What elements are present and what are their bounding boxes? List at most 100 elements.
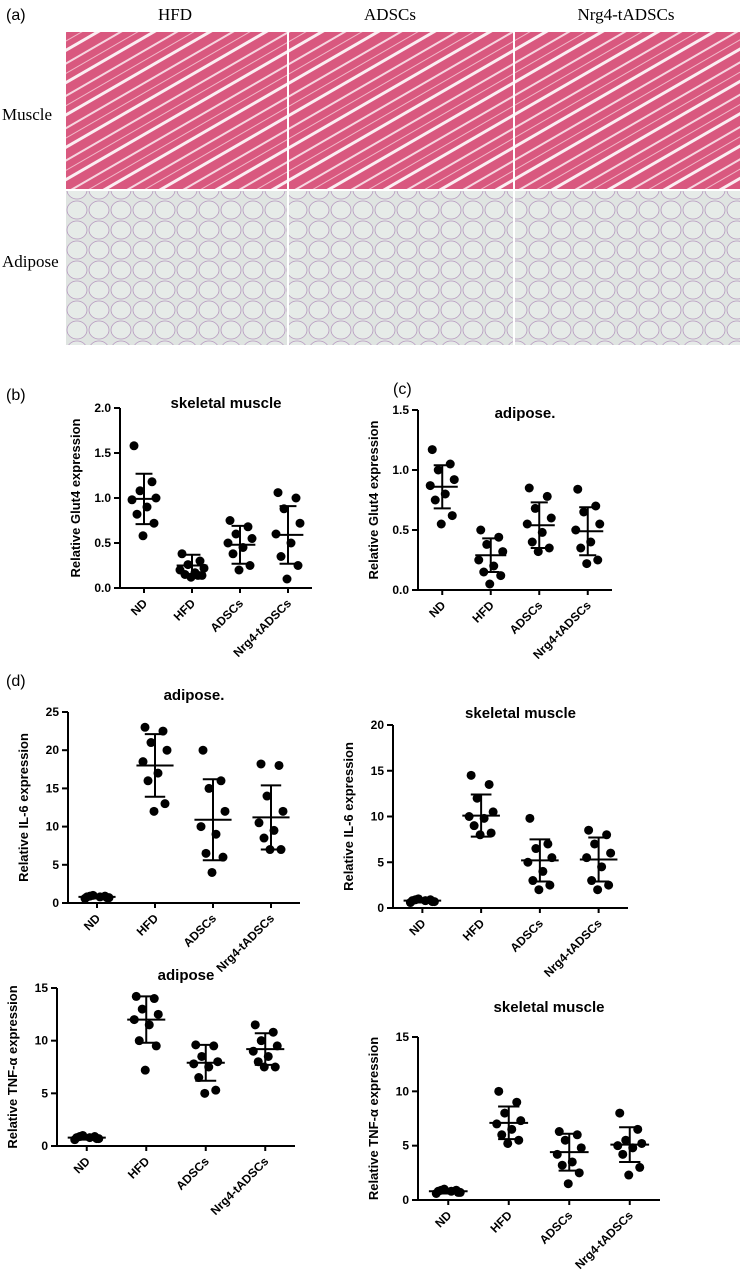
chart-title: skeletal muscle [465, 705, 576, 722]
y-tick-label: 5 [402, 1139, 409, 1153]
column-label: Nrg4-tADSCs [578, 5, 675, 24]
x-tick-label: ND [81, 911, 103, 933]
data-point [593, 885, 603, 895]
data-point [149, 806, 159, 816]
data-point [572, 1130, 582, 1140]
image [66, 32, 287, 189]
data-point [530, 503, 540, 513]
data-point [545, 880, 555, 890]
data-point [453, 1187, 463, 1197]
data-point [198, 745, 208, 755]
data-point [278, 806, 288, 816]
data-point [503, 1138, 513, 1148]
data-point [494, 1086, 504, 1096]
data-point [204, 783, 214, 793]
data-point [220, 806, 230, 816]
y-tick-label: 0 [52, 896, 59, 910]
y-tick-label: 5 [52, 858, 59, 872]
panel-label: (b) [6, 387, 26, 404]
image [515, 32, 740, 189]
data-point [591, 501, 601, 511]
data-point [143, 776, 153, 786]
data-point [231, 529, 241, 539]
data-point [635, 1162, 645, 1172]
data-point [245, 561, 255, 570]
y-tick-label: 0.5 [392, 523, 409, 537]
data-point [234, 565, 244, 575]
data-point [268, 1027, 278, 1037]
data-point [195, 556, 205, 566]
data-point [274, 760, 284, 770]
data-point [514, 1135, 524, 1145]
data-point [579, 507, 589, 517]
y-tick-label: 1.5 [94, 446, 111, 460]
data-point [256, 1036, 266, 1046]
x-tick-label: ADSCs [537, 1208, 576, 1247]
data-point [573, 484, 583, 494]
y-tick-label: 10 [396, 1084, 410, 1098]
data-point [138, 531, 148, 541]
data-point [247, 534, 257, 543]
data-point [216, 776, 226, 786]
data-point [576, 543, 586, 553]
data-point [637, 1138, 647, 1148]
panel-label: (c) [393, 381, 412, 398]
x-tick-label: HFD [171, 596, 199, 624]
data-point [160, 799, 170, 809]
y-tick-label: 0 [377, 901, 384, 915]
x-tick-label: HFD [460, 916, 488, 944]
x-tick-label: ADSCs [173, 1154, 212, 1193]
data-point [276, 552, 286, 561]
data-point [557, 1160, 567, 1170]
y-tick-label: 0.0 [94, 581, 111, 595]
data-point [571, 525, 581, 535]
data-point [436, 519, 446, 529]
y-tick-label: 5 [41, 1086, 48, 1100]
image [66, 191, 287, 345]
data-point [223, 538, 233, 548]
x-tick-label: ADSCs [180, 911, 219, 950]
y-tick-label: 20 [371, 718, 385, 732]
x-tick-label: ND [432, 1208, 454, 1230]
data-point [147, 477, 157, 487]
data-point [259, 833, 269, 843]
y-tick-label: 10 [35, 1034, 49, 1048]
y-tick-label: 15 [46, 781, 60, 795]
data-point [496, 571, 506, 581]
data-point [593, 555, 603, 565]
x-tick-label: HFD [134, 911, 162, 939]
data-point [500, 1108, 510, 1118]
data-point [134, 1036, 144, 1046]
data-point [213, 1057, 223, 1067]
data-point [225, 516, 235, 525]
data-point [447, 511, 457, 521]
data-point [140, 722, 150, 732]
data-point [494, 532, 504, 542]
data-point [560, 1135, 570, 1145]
y-tick-label: 25 [46, 705, 60, 719]
y-tick-label: 1.0 [94, 491, 111, 505]
data-point [449, 475, 459, 485]
data-point [137, 1004, 147, 1014]
data-point [445, 459, 455, 469]
y-tick-label: 2.0 [94, 401, 111, 415]
x-tick-label: HFD [470, 598, 498, 626]
image [289, 32, 513, 189]
data-point [211, 1085, 221, 1095]
y-tick-label: 0 [402, 1193, 409, 1207]
x-tick-label: ADSCs [507, 598, 546, 637]
data-point [563, 1179, 573, 1189]
data-point [621, 1135, 631, 1145]
data-point [250, 1020, 260, 1030]
data-point [492, 1119, 502, 1129]
data-point [149, 518, 159, 528]
data-point [201, 848, 211, 858]
data-point [498, 547, 508, 557]
y-tick-label: 0 [41, 1139, 48, 1153]
data-point [466, 770, 476, 780]
data-point [486, 828, 496, 838]
data-point [291, 493, 301, 503]
y-axis-label: Relative IL-6 expression [16, 733, 31, 882]
data-point [624, 1170, 634, 1180]
